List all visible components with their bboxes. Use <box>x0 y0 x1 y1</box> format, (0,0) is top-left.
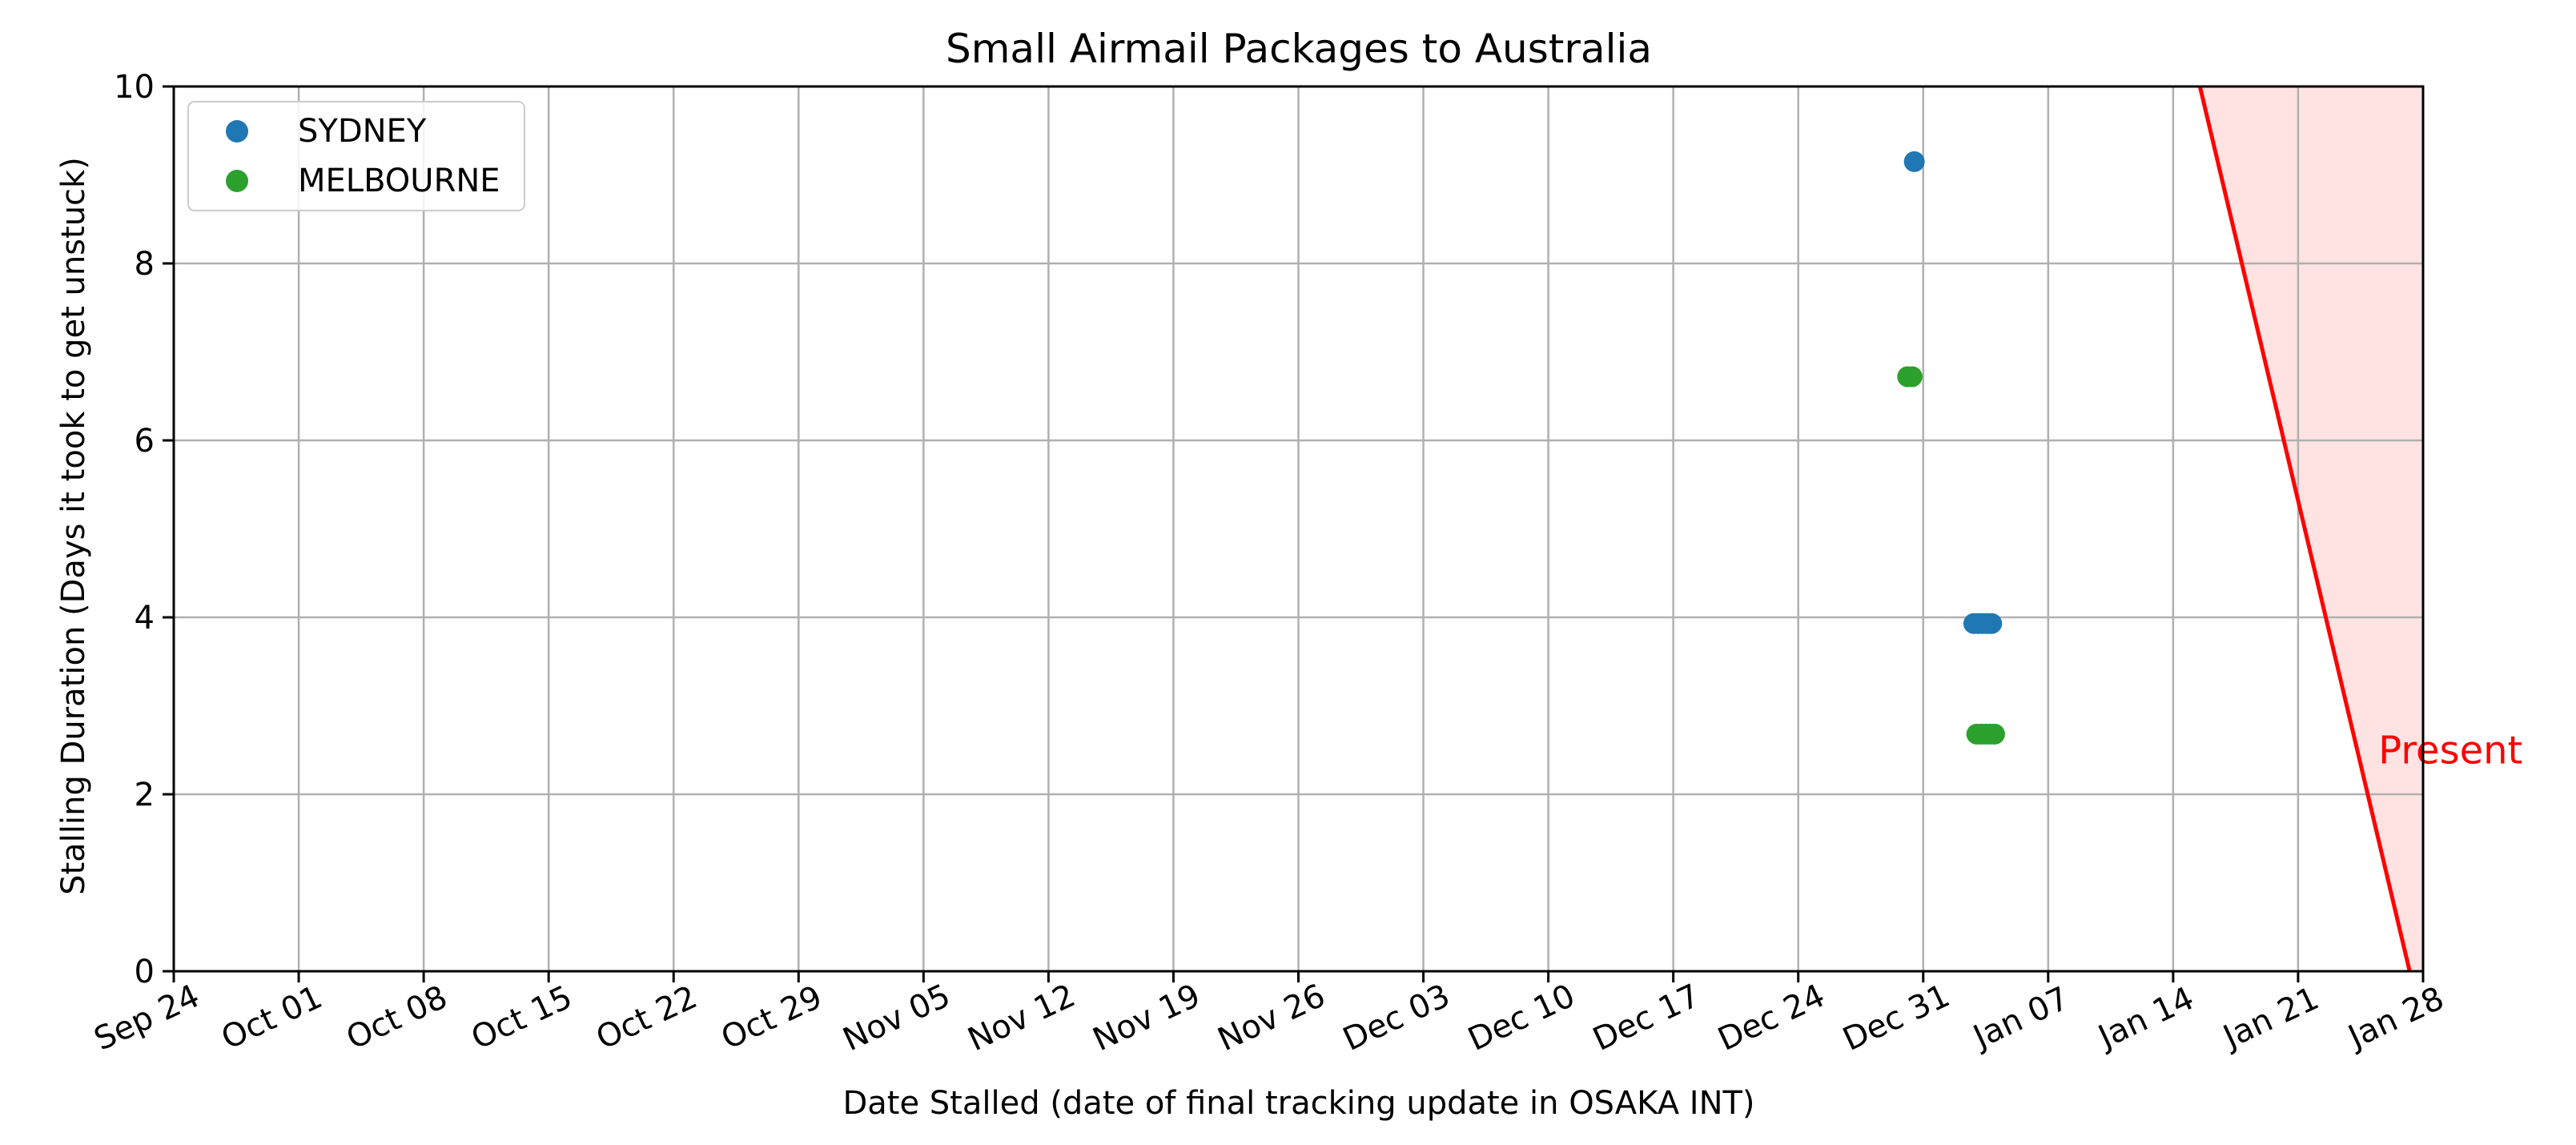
data-point-sydney <box>1903 151 1925 172</box>
legend-label-melbourne: MELBOURNE <box>298 163 500 199</box>
present-region <box>2200 86 2423 971</box>
y-tick-label: 4 <box>135 600 155 637</box>
y-tick-label: 10 <box>114 69 155 106</box>
y-tick-label: 6 <box>135 423 155 460</box>
data-point-melbourne <box>1901 366 1923 388</box>
present-shaded-region <box>2200 86 2423 971</box>
legend-label-sydney: SYDNEY <box>298 113 427 150</box>
legend-marker-sydney <box>226 120 248 143</box>
y-tick-label: 8 <box>135 246 155 283</box>
legend-marker-melbourne <box>226 170 248 192</box>
present-annotation: Present <box>2197 86 2522 972</box>
present-line <box>2197 86 2412 972</box>
chart-title: Small Airmail Packages to Australia <box>946 26 1652 72</box>
data-point-melbourne <box>1983 723 2005 745</box>
data-points <box>1897 151 2005 745</box>
legend: SYDNEY MELBOURNE <box>187 101 525 211</box>
y-tick-label: 2 <box>135 777 155 814</box>
present-label: Present <box>2378 728 2522 773</box>
legend-box <box>187 101 525 211</box>
y-axis-label: Stalling Duration (Days it took to get u… <box>55 157 92 895</box>
y-tick-label: 0 <box>135 954 155 990</box>
data-point-sydney <box>1981 613 2003 634</box>
x-axis-label: Date Stalled (date of final tracking upd… <box>842 1085 1754 1122</box>
